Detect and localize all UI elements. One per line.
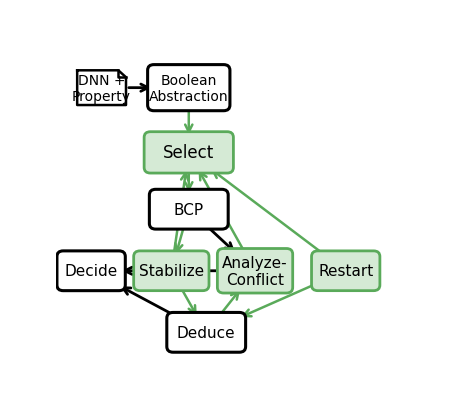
Text: Analyze-
Conflict: Analyze- Conflict (222, 255, 288, 287)
FancyBboxPatch shape (144, 133, 234, 174)
FancyBboxPatch shape (311, 251, 380, 291)
Text: Select: Select (163, 144, 214, 162)
Text: Boolean
Abstraction: Boolean Abstraction (149, 73, 229, 103)
Text: BCP: BCP (174, 202, 204, 217)
Text: Stabilize: Stabilize (139, 264, 204, 279)
Text: Decide: Decide (64, 264, 118, 279)
FancyBboxPatch shape (167, 312, 246, 353)
Text: Restart: Restart (318, 264, 374, 279)
FancyBboxPatch shape (134, 251, 209, 291)
FancyBboxPatch shape (57, 251, 125, 291)
FancyBboxPatch shape (148, 65, 230, 111)
Text: Deduce: Deduce (177, 325, 235, 340)
Text: DNN +
Property: DNN + Property (72, 73, 131, 103)
FancyBboxPatch shape (217, 249, 292, 293)
Polygon shape (77, 71, 126, 106)
FancyBboxPatch shape (149, 190, 228, 229)
